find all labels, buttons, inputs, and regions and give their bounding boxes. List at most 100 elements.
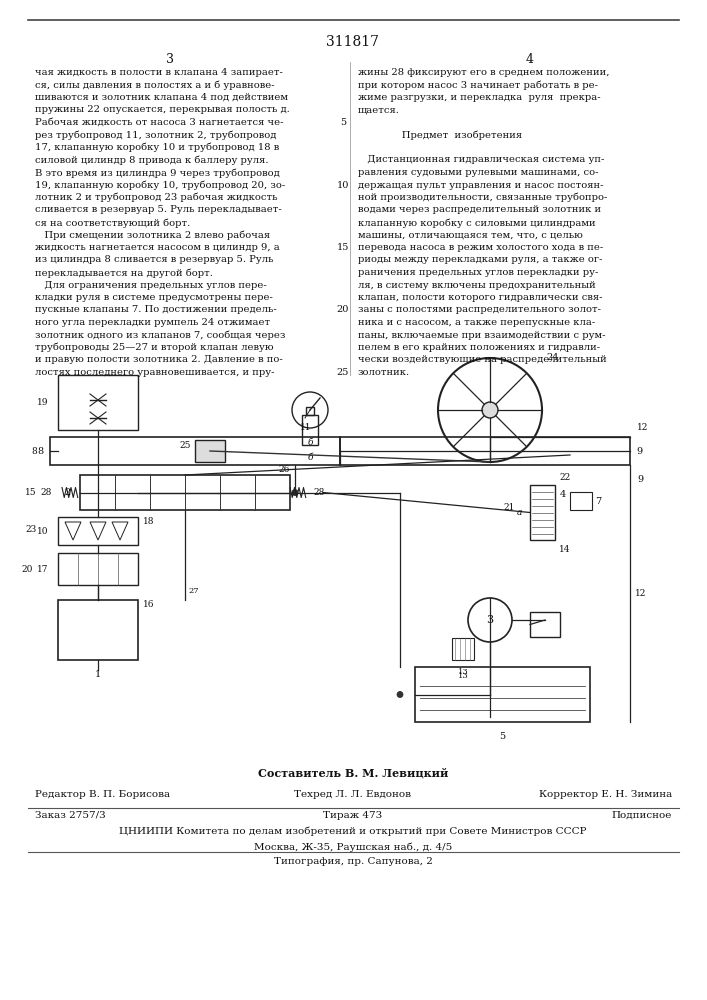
Text: Составитель В. М. Левицкий: Составитель В. М. Левицкий: [258, 768, 448, 779]
Text: Редактор В. П. Борисова: Редактор В. П. Борисова: [35, 790, 170, 799]
Text: 8: 8: [31, 446, 37, 456]
Text: 10: 10: [337, 180, 349, 190]
Text: жины 28 фиксируют его в среднем положении,: жины 28 фиксируют его в среднем положени…: [358, 68, 609, 77]
Text: 24: 24: [546, 354, 559, 362]
Bar: [58, 375, 138, 430]
Text: ной производительности, связанные трубопро-: ной производительности, связанные трубоп…: [358, 193, 607, 202]
Text: 25: 25: [337, 368, 349, 377]
Text: 1: 1: [95, 670, 101, 679]
Text: заны с полостями распределительного золот-: заны с полостями распределительного золо…: [358, 306, 601, 314]
Circle shape: [292, 489, 298, 495]
Text: 28: 28: [40, 488, 52, 497]
Text: жидкость нагнетается насосом в цилиндр 9, а: жидкость нагнетается насосом в цилиндр 9…: [35, 243, 280, 252]
Text: 12: 12: [635, 589, 646, 598]
Text: 2: 2: [65, 488, 71, 497]
Text: Тираж 473: Тираж 473: [323, 811, 382, 820]
Text: 14: 14: [559, 545, 571, 554]
Text: 10: 10: [37, 526, 48, 536]
Text: 23: 23: [25, 526, 37, 534]
Text: паны, включаемые при взаимодействии с рум-: паны, включаемые при взаимодействии с ру…: [358, 330, 605, 340]
Text: 18: 18: [143, 517, 155, 526]
Text: 15: 15: [337, 243, 349, 252]
Text: 3: 3: [166, 53, 174, 66]
Text: 13: 13: [457, 672, 468, 680]
Bar: [80, 475, 290, 510]
Text: золотник.: золотник.: [358, 368, 410, 377]
Text: 4: 4: [526, 53, 534, 66]
Text: и правую полости золотника 2. Давление в по-: и правую полости золотника 2. Давление в…: [35, 356, 283, 364]
Text: сливается в резервуар 5. Руль перекладывает-: сливается в резервуар 5. Руль перекладыв…: [35, 206, 282, 215]
Text: 19: 19: [37, 398, 48, 407]
Text: чески воздействующие на распределительный: чески воздействующие на распределительны…: [358, 356, 607, 364]
Text: держащая пульт управления и насос постоян-: держащая пульт управления и насос постоя…: [358, 180, 604, 190]
Text: Техред Л. Л. Евдонов: Техред Л. Л. Евдонов: [295, 790, 411, 799]
Bar: [415, 667, 590, 722]
Text: 9: 9: [637, 475, 643, 484]
Bar: [195, 440, 225, 462]
Text: 4: 4: [560, 490, 566, 499]
Text: клапан, полости которого гидравлически свя-: клапан, полости которого гидравлически с…: [358, 293, 602, 302]
Text: перекладывается на другой борт.: перекладывается на другой борт.: [35, 268, 213, 277]
Text: клапанную коробку с силовыми цилиндрами: клапанную коробку с силовыми цилиндрами: [358, 218, 595, 228]
Text: жиме разгрузки, и перекладка  руля  прекра-: жиме разгрузки, и перекладка руля прекра…: [358, 93, 601, 102]
Text: 19, клапанную коробку 10, трубопровод 20, зо-: 19, клапанную коробку 10, трубопровод 20…: [35, 180, 285, 190]
Text: Предмет  изобретения: Предмет изобретения: [358, 130, 522, 140]
Text: 16: 16: [143, 600, 155, 609]
Circle shape: [397, 692, 403, 698]
Text: ля, в систему включены предохранительный: ля, в систему включены предохранительный: [358, 280, 596, 290]
Text: рез трубопровод 11, золотник 2, трубопровод: рез трубопровод 11, золотник 2, трубопро…: [35, 130, 276, 140]
Bar: [530, 612, 560, 637]
Text: 7: 7: [595, 496, 601, 506]
Text: 25: 25: [180, 441, 191, 450]
Text: ся, силы давления в полостях а и б уравнове-: ся, силы давления в полостях а и б уравн…: [35, 81, 274, 90]
Text: из цилиндра 8 сливается в резервуар 5. Руль: из цилиндра 8 сливается в резервуар 5. Р…: [35, 255, 274, 264]
Text: пружины 22 опускается, перекрывая полость д.: пружины 22 опускается, перекрывая полост…: [35, 105, 290, 114]
Text: Дистанционная гидравлическая система уп-: Дистанционная гидравлическая система уп-: [358, 155, 604, 164]
Text: 20: 20: [22, 564, 33, 574]
Text: б: б: [308, 438, 312, 447]
Text: 311817: 311817: [327, 35, 380, 49]
Text: 17: 17: [37, 564, 48, 574]
Text: кладки руля в системе предусмотрены пере-: кладки руля в системе предусмотрены пере…: [35, 293, 273, 302]
Text: при котором насос 3 начинает работать в ре-: при котором насос 3 начинает работать в …: [358, 81, 598, 90]
Text: При смещении золотника 2 влево рабочая: При смещении золотника 2 влево рабочая: [35, 231, 270, 240]
Bar: [452, 638, 474, 660]
Text: Корректор Е. Н. Зимина: Корректор Е. Н. Зимина: [539, 790, 672, 799]
Text: равления судовыми рулевыми машинами, со-: равления судовыми рулевыми машинами, со-: [358, 168, 599, 177]
Text: Подписное: Подписное: [612, 811, 672, 820]
Text: перевода насоса в режим холостого хода в пе-: перевода насоса в режим холостого хода в…: [358, 243, 603, 252]
Text: 28: 28: [313, 488, 325, 497]
Text: В это время из цилиндра 9 через трубопровод: В это время из цилиндра 9 через трубопро…: [35, 168, 280, 178]
Text: пелем в его крайних положениях и гидравли-: пелем в его крайних положениях и гидравл…: [358, 343, 600, 352]
Text: лостях последнего уравновешивается, и пру-: лостях последнего уравновешивается, и пр…: [35, 368, 274, 377]
Bar: [340, 437, 630, 465]
Text: Рабочая жидкость от насоса 3 нагнетается че-: Рабочая жидкость от насоса 3 нагнетается…: [35, 118, 284, 127]
Text: 8: 8: [38, 446, 44, 456]
Text: водами через распределительный золотник и: водами через распределительный золотник …: [358, 206, 601, 215]
Text: ЦНИИПИ Комитета по делам изобретений и открытий при Совете Министров СССР: ЦНИИПИ Комитета по делам изобретений и о…: [119, 827, 587, 836]
Bar: [302, 415, 318, 445]
Text: золотник одного из клапанов 7, сообщая через: золотник одного из клапанов 7, сообщая ч…: [35, 330, 286, 340]
Text: 17, клапанную коробку 10 и трубопровод 18 в: 17, клапанную коробку 10 и трубопровод 1…: [35, 143, 279, 152]
Text: 5: 5: [499, 732, 506, 741]
Text: пускные клапаны 7. По достижении предель-: пускные клапаны 7. По достижении предель…: [35, 306, 276, 314]
Text: ного угла перекладки румпель 24 отжимает: ного угла перекладки румпель 24 отжимает: [35, 318, 270, 327]
Text: 3: 3: [486, 615, 493, 625]
Text: Типография, пр. Сапунова, 2: Типография, пр. Сапунова, 2: [274, 857, 433, 866]
Text: 20: 20: [337, 306, 349, 314]
Text: 13: 13: [457, 668, 468, 676]
Text: риоды между перекладками руля, а также ог-: риоды между перекладками руля, а также о…: [358, 255, 602, 264]
Text: 11: 11: [300, 423, 312, 432]
Bar: [530, 485, 555, 540]
Text: ся на соответствующий борт.: ся на соответствующий борт.: [35, 218, 190, 228]
Circle shape: [482, 402, 498, 418]
Text: силовой цилиндр 8 привода к баллеру руля.: силовой цилиндр 8 привода к баллеру руля…: [35, 155, 269, 165]
Text: трубопроводы 25—27 и второй клапан левую: трубопроводы 25—27 и второй клапан левую: [35, 343, 274, 353]
Text: 27: 27: [188, 587, 199, 595]
Text: Москва, Ж-35, Раушская наб., д. 4/5: Москва, Ж-35, Раушская наб., д. 4/5: [254, 842, 452, 852]
Text: раничения предельных углов перекладки ру-: раничения предельных углов перекладки ру…: [358, 268, 598, 277]
Text: лотник 2 и трубопровод 23 рабочая жидкость: лотник 2 и трубопровод 23 рабочая жидкос…: [35, 193, 278, 202]
Bar: [306, 407, 314, 415]
Text: машины, отличающаяся тем, что, с целью: машины, отличающаяся тем, что, с целью: [358, 231, 583, 239]
Text: a: a: [517, 508, 522, 517]
